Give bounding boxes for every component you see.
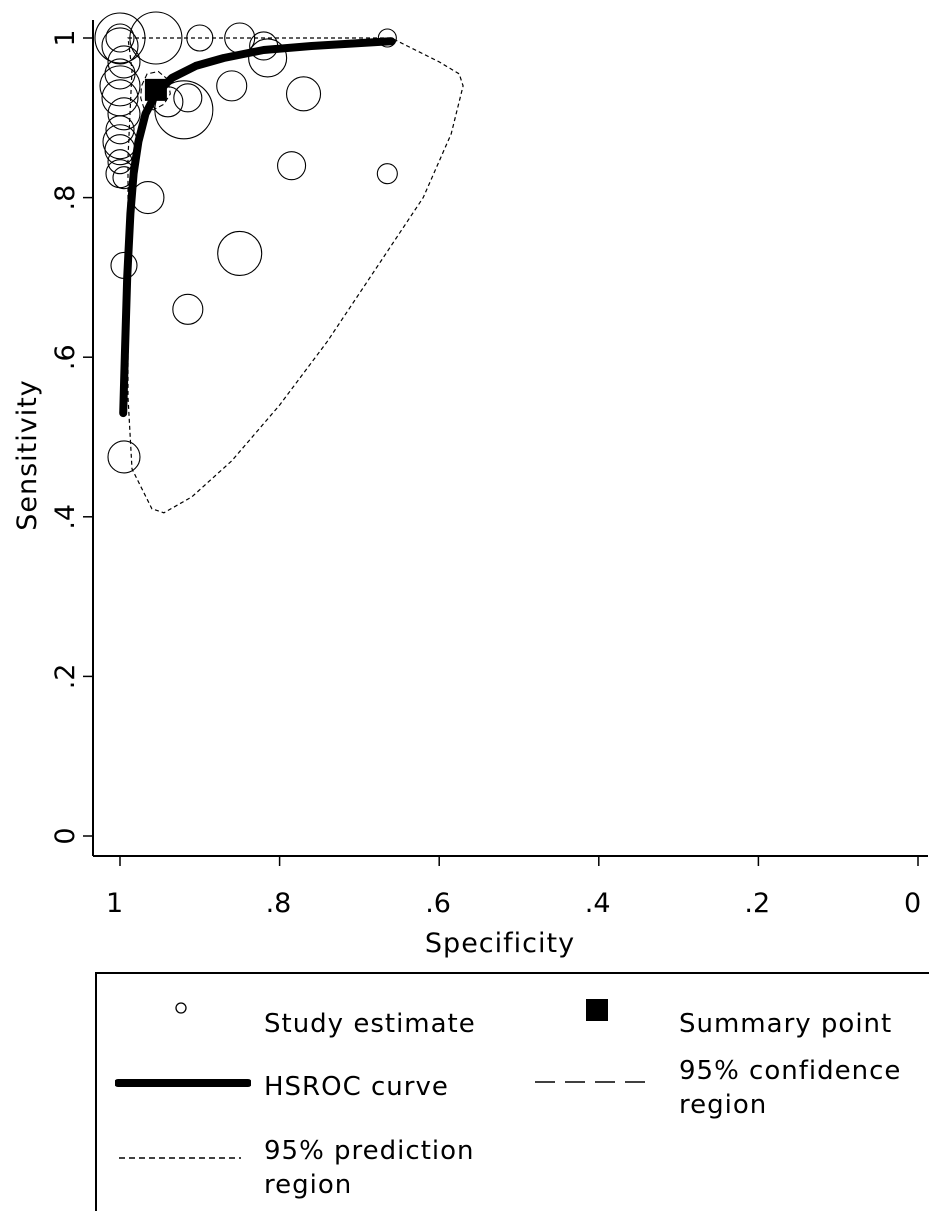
y-axis-title: Sensitivity (12, 379, 43, 531)
y-tick-label: 0 (50, 827, 81, 844)
study-estimate-point (173, 83, 203, 113)
study-estimate-point (105, 23, 135, 53)
study-estimate-point (107, 45, 141, 79)
summary-point-legend-label: Summary point (679, 1009, 893, 1039)
summary-point-layer (144, 78, 167, 101)
y-tick-label: .8 (50, 185, 81, 211)
legend: Study estimate Summary point HSROC curve… (95, 972, 929, 1211)
confidence-region-legend-key (535, 1081, 647, 1083)
x-axis-title: Specificity (425, 928, 575, 959)
study-estimate-point (107, 97, 141, 131)
hsroc-curve-legend-label: HSROC curve (264, 1072, 449, 1102)
study-estimate-point (277, 151, 307, 181)
study-estimate-point (376, 163, 398, 185)
study-estimate-point (105, 115, 135, 145)
study-estimate-legend-key (175, 1002, 187, 1014)
study-estimate-point (107, 440, 141, 474)
study-estimate-point (248, 38, 288, 78)
hsroc-curve-layer (119, 37, 396, 418)
study-estimate-point (101, 27, 139, 65)
confidence-region (140, 70, 171, 111)
prediction-region-legend-key (119, 1157, 241, 1159)
x-tick-label: 1 (106, 888, 123, 919)
axes: 1 .8 .6 .4 .2 0 0 .2 .4 .6 .8 1 (50, 20, 928, 919)
x-tick-label: .8 (266, 888, 292, 919)
y-tick-label: .2 (50, 664, 81, 690)
hsroc-curve-legend-key (115, 1079, 251, 1087)
confidence-region-legend-label-line1: 95% confidence (679, 1056, 902, 1086)
prediction-region-legend-label-line2: region (264, 1170, 353, 1200)
confidence-region-layer (140, 70, 171, 111)
study-estimate-legend-label: Study estimate (264, 1009, 476, 1039)
x-tick-label: .6 (425, 888, 451, 919)
study-estimate-point (186, 24, 214, 52)
hsroc-curve (119, 37, 396, 418)
study-estimate-point (154, 80, 214, 140)
study-estimate-point (104, 58, 136, 90)
confidence-region-legend-label-line2: region (679, 1090, 768, 1120)
study-estimate-point (217, 230, 263, 277)
study-estimate-point (172, 293, 204, 325)
hsroc-plot: 1 .8 .6 .4 .2 0 0 .2 .4 .6 .8 1 Specificity Sensiti… (12, 11, 928, 959)
y-tick-label: 1 (50, 29, 81, 46)
study-estimate-point (99, 65, 141, 107)
study-estimate-layer (94, 11, 398, 474)
summary-point (144, 78, 167, 101)
summary-point-legend-key (586, 999, 608, 1021)
y-tick-label: .6 (50, 344, 81, 370)
x-tick-label: .2 (744, 888, 770, 919)
x-tick-label: .4 (585, 888, 611, 919)
study-estimate-point (129, 11, 183, 65)
x-tick-label: 0 (904, 888, 921, 919)
y-tick-label: .4 (50, 504, 81, 530)
study-estimate-point (285, 76, 322, 112)
prediction-region-legend-label-line1: 95% prediction (264, 1136, 475, 1166)
study-estimate-point (94, 12, 146, 64)
study-estimate-point (131, 181, 165, 215)
study-estimate-point (216, 70, 248, 102)
